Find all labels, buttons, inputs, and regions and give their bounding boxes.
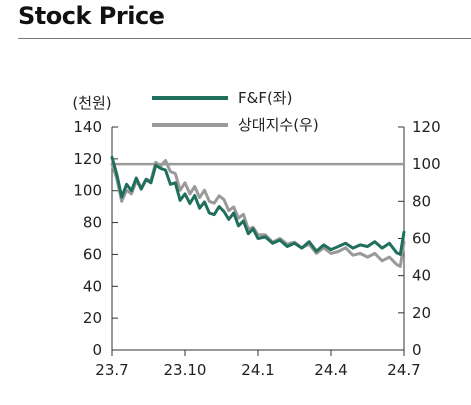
left-y-tick-label: 20 (83, 309, 102, 327)
chart-header: Stock Price (0, 0, 471, 39)
title-divider (18, 38, 471, 39)
right-y-tick-label: 40 (412, 267, 431, 285)
legend-label-fnf: F&F(좌) (238, 89, 292, 107)
chart-series (110, 155, 406, 268)
relative-index-line (110, 159, 406, 268)
right-y-tick-label: 80 (412, 192, 431, 210)
x-tick-label: 24.1 (241, 361, 274, 379)
x-tick-label: 23.10 (164, 361, 207, 379)
left-y-tick-label: 40 (83, 277, 102, 295)
chart-axes: 0 20 40 60 80 100 120 140 0 20 40 60 80 100 120 23.7 23.… (73, 118, 440, 379)
right-y-tick-label: 0 (412, 341, 422, 359)
x-tick-label: 23.7 (95, 361, 128, 379)
legend-label-relative: 상대지수(우) (238, 116, 319, 134)
left-y-tick-label: 60 (83, 245, 102, 263)
page-title: Stock Price (18, 2, 165, 30)
left-y-tick-label: 100 (73, 182, 102, 200)
right-y-tick-label: 100 (412, 155, 441, 173)
left-y-tick-label: 120 (73, 150, 102, 168)
x-tick-label: 24.4 (314, 361, 347, 379)
chart-legend: F&F(좌) 상대지수(우) (152, 89, 319, 134)
right-y-tick-label: 20 (412, 304, 431, 322)
right-y-tick-label: 60 (412, 230, 431, 248)
right-y-tick-label: 120 (412, 118, 441, 136)
left-y-tick-label: 140 (73, 118, 102, 136)
x-tick-label: 24.7 (387, 361, 420, 379)
left-axis-unit: (천원) (72, 94, 111, 112)
fnf-price-line (110, 155, 406, 256)
left-y-tick-label: 0 (92, 341, 102, 359)
left-y-tick-label: 80 (83, 214, 102, 232)
